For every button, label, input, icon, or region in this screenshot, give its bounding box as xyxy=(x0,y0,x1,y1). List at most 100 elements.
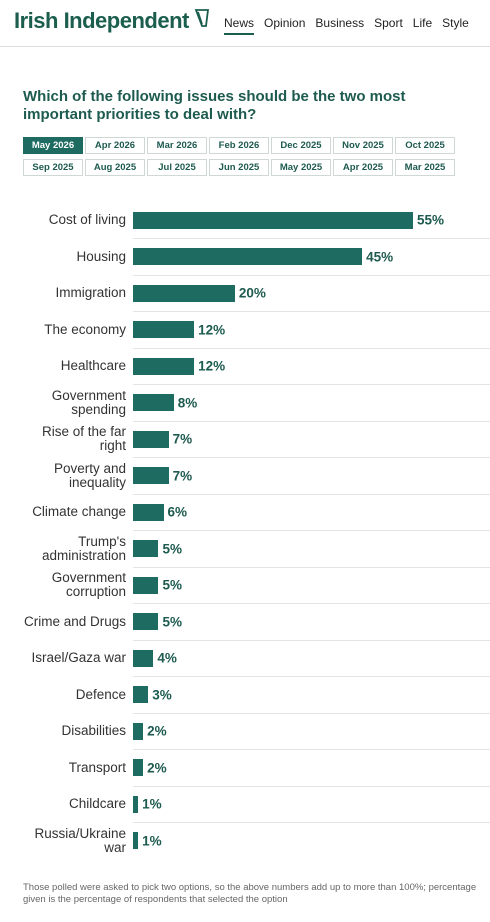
bar xyxy=(133,321,195,338)
nav-link[interactable]: Business xyxy=(315,16,365,30)
bar xyxy=(133,613,159,630)
bar xyxy=(133,503,164,521)
bar xyxy=(133,759,144,776)
value-label: 5% xyxy=(162,541,182,556)
row-separator xyxy=(133,785,490,787)
row-separator xyxy=(133,384,490,386)
category-label: Climate change xyxy=(32,504,126,519)
category-label: Childcare xyxy=(68,796,126,811)
category-label: Crime and Drugs xyxy=(23,613,126,629)
row-separator xyxy=(133,347,490,349)
category-label: Israel/Gaza war xyxy=(31,650,126,665)
tab[interactable]: Oct 2025 xyxy=(395,137,455,154)
value-label: 5% xyxy=(162,577,182,593)
category-label: Government corruption xyxy=(51,570,126,599)
row-separator xyxy=(133,712,490,714)
tab[interactable]: Apr 2026 xyxy=(85,137,145,154)
category-label: Cost of living xyxy=(48,212,126,227)
tab[interactable]: Mar 2026 xyxy=(147,137,207,154)
tab[interactable]: Feb 2026 xyxy=(209,137,269,154)
nav-link[interactable]: Opinion xyxy=(264,16,306,30)
bar xyxy=(133,248,363,265)
value-label: 55% xyxy=(417,212,445,228)
row-separator xyxy=(133,639,490,641)
tab-row: May 2026 Apr 2026 Mar 2026 Feb 2026 Dec 2025… xyxy=(23,137,455,154)
tab[interactable]: Nov 2025 xyxy=(333,137,393,154)
category-label: Government spending xyxy=(51,387,126,417)
value-label: 1% xyxy=(142,796,162,812)
tab[interactable]: Apr 2025 xyxy=(333,159,393,176)
bar xyxy=(133,832,139,849)
tab[interactable]: May 2026 xyxy=(23,137,83,154)
value-label: 12% xyxy=(198,322,226,337)
value-label: 8% xyxy=(177,395,198,410)
bar xyxy=(133,430,169,448)
bar xyxy=(133,722,144,740)
divider xyxy=(0,46,490,47)
category-label: Trump's administration xyxy=(41,533,126,563)
row-separator xyxy=(133,274,490,276)
logo[interactable]: Irish Independent xyxy=(14,8,210,34)
row-separator xyxy=(133,676,490,678)
value-label: 20% xyxy=(238,285,266,301)
tab[interactable]: Dec 2025 xyxy=(271,137,331,154)
category-label: Russia/Ukraine war xyxy=(34,825,126,855)
value-label: 12% xyxy=(198,358,226,374)
row-separator xyxy=(133,822,490,824)
row-separator xyxy=(133,749,490,751)
category-label: Disabilities xyxy=(61,723,126,738)
tab[interactable]: May 2025 xyxy=(271,159,331,176)
category-label: Poverty and inequality xyxy=(53,460,126,490)
bar xyxy=(133,284,235,302)
category-label: Transport xyxy=(68,759,126,775)
value-label: 7% xyxy=(172,468,193,483)
category-label: Housing xyxy=(76,248,126,264)
bar xyxy=(133,795,139,813)
bar xyxy=(133,211,413,229)
value-label: 2% xyxy=(147,723,167,739)
row-separator xyxy=(133,420,490,422)
value-label: 7% xyxy=(172,431,193,447)
nav-link[interactable]: Life xyxy=(412,16,433,30)
category-label: Healthcare xyxy=(60,358,126,373)
tab-row: Sep 2025 Aug 2025 Jul 2025 Jun 2025 May 2025… xyxy=(23,159,455,176)
bar xyxy=(133,540,159,557)
tab[interactable]: Sep 2025 xyxy=(23,159,83,176)
nav: News Opinion Business Sport Life Style xyxy=(224,16,469,35)
row-separator xyxy=(133,566,490,568)
category-label: The economy xyxy=(44,321,126,337)
category-label: Immigration xyxy=(55,285,126,300)
tab[interactable]: Jun 2025 xyxy=(209,159,269,176)
tab[interactable]: Mar 2025 xyxy=(395,159,455,176)
nav-link[interactable]: News xyxy=(224,16,255,35)
footnote: Those polled were asked to pick two opti… xyxy=(23,882,477,905)
category-label: Rise of the far right xyxy=(41,424,126,453)
tab[interactable]: Jul 2025 xyxy=(147,159,207,176)
value-label: 3% xyxy=(152,687,172,702)
bar xyxy=(133,394,174,411)
row-separator xyxy=(133,603,490,605)
tab[interactable]: Aug 2025 xyxy=(85,159,145,176)
row-separator xyxy=(133,493,490,495)
row-separator xyxy=(133,530,490,532)
value-label: 1% xyxy=(142,833,162,848)
bar xyxy=(133,686,149,703)
value-label: 5% xyxy=(162,614,182,629)
value-label: 2% xyxy=(147,760,167,775)
row-separator xyxy=(133,238,490,240)
bar xyxy=(133,576,159,594)
nav-link[interactable]: Style xyxy=(442,16,469,30)
bar xyxy=(133,649,154,667)
nav-link[interactable]: Sport xyxy=(374,16,403,30)
row-separator xyxy=(133,457,490,459)
bar xyxy=(133,357,195,375)
value-label: 6% xyxy=(167,504,188,520)
chart-title: Which of the following issues should be … xyxy=(23,88,406,123)
category-label: Defence xyxy=(75,686,126,702)
logo-icon xyxy=(195,9,210,27)
value-label: 4% xyxy=(157,650,177,666)
logo-text[interactable]: Irish Independent xyxy=(14,8,189,33)
bar xyxy=(133,467,169,484)
row-separator xyxy=(133,311,490,313)
